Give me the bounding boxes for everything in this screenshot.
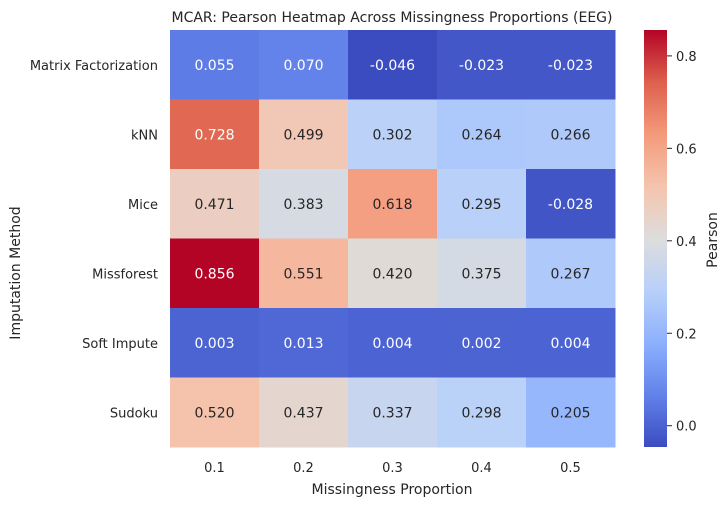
heatmap-cell (526, 169, 616, 239)
heatmap-cell (259, 99, 349, 170)
heatmap-cell (259, 30, 349, 100)
cell-value-label: 0.004 (550, 336, 590, 352)
heatmap-cell-labels: 0.055 0.070 -0.046 -0.023 -0.023 0.728 0.499 0.… (194, 58, 593, 422)
colorbar-tick-label: 0.2 (676, 327, 697, 342)
x-tick-label: 0.1 (204, 461, 225, 476)
cell-value-label: 0.004 (372, 336, 412, 352)
heatmap-cell (170, 169, 260, 239)
cell-value-label: -0.028 (548, 197, 593, 213)
heatmap-cell (526, 238, 616, 309)
cell-value-label: 0.471 (194, 197, 234, 213)
y-tick-label: Matrix Factorization (30, 59, 158, 74)
cell-value-label: -0.046 (370, 58, 415, 74)
cell-value-label: 0.383 (283, 197, 323, 213)
cell-value-label: 0.856 (194, 266, 234, 282)
colorbar-ticks: 0.0 0.2 0.4 0.6 0.8 (667, 50, 697, 435)
heatmap-cell (170, 30, 260, 100)
cell-value-label: 0.264 (461, 127, 501, 143)
heatmap-cell (259, 308, 349, 378)
colorbar-tick-label: 0.6 (676, 142, 697, 157)
cell-value-label: 0.499 (283, 127, 323, 143)
cell-value-label: 0.003 (194, 336, 234, 352)
y-tick-label: Soft Impute (82, 337, 158, 352)
heatmap-cell (437, 169, 527, 239)
x-axis-label: Missingness Proportion (312, 482, 473, 498)
cell-value-label: 0.267 (550, 266, 590, 282)
cell-value-label: 0.002 (461, 336, 501, 352)
x-tick-label: 0.3 (382, 461, 403, 476)
cell-value-label: 0.437 (283, 405, 323, 421)
cell-value-label: 0.420 (372, 266, 412, 282)
heatmap-cell (526, 99, 616, 170)
heatmap-cell (259, 169, 349, 239)
cell-value-label: -0.023 (459, 58, 504, 74)
colorbar-label: Pearson (705, 212, 721, 268)
cell-value-label: 0.055 (194, 58, 234, 74)
x-tick-label: 0.4 (471, 461, 492, 476)
heatmap-cell (348, 99, 438, 170)
cell-value-label: 0.618 (372, 197, 412, 213)
colorbar (644, 30, 667, 447)
y-tick-label: Missforest (92, 267, 158, 282)
heatmap-cell (348, 308, 438, 378)
colorbar-tick-label: 0.4 (676, 235, 697, 250)
cell-value-label: 0.551 (283, 266, 323, 282)
cell-value-label: 0.337 (372, 405, 412, 421)
heatmap-cell (348, 169, 438, 239)
heatmap-cell (170, 99, 260, 170)
cell-value-label: 0.013 (283, 336, 323, 352)
heatmap-cell (437, 238, 527, 309)
heatmap-cell (437, 377, 527, 448)
colorbar-tick-label: 0.0 (676, 420, 697, 435)
y-axis-label: Imputation Method (8, 206, 24, 339)
x-tick-label: 0.5 (560, 461, 581, 476)
cell-value-label: 0.295 (461, 197, 501, 213)
y-tick-label: Sudoku (110, 406, 158, 421)
cell-value-label: 0.375 (461, 266, 501, 282)
heatmap-cell (526, 308, 616, 378)
heatmap-cell (437, 30, 527, 100)
heatmap-cell (526, 377, 616, 448)
heatmap-cell (526, 30, 616, 100)
x-tick-labels: 0.1 0.2 0.3 0.4 0.5 (204, 461, 581, 476)
cell-value-label: 0.266 (550, 127, 590, 143)
y-tick-label: Mice (128, 198, 158, 213)
heatmap-cell (348, 377, 438, 448)
cell-value-label: 0.070 (283, 58, 323, 74)
heatmap-cell (259, 377, 349, 448)
chart-title: MCAR: Pearson Heatmap Across Missingness… (172, 10, 613, 26)
cell-value-label: -0.023 (548, 58, 593, 74)
cell-value-label: 0.298 (461, 405, 501, 421)
y-tick-labels: Matrix Factorization kNN Mice Missforest Sof… (30, 59, 158, 422)
cell-value-label: 0.205 (550, 405, 590, 421)
cell-value-label: 0.302 (372, 127, 412, 143)
y-tick-label: kNN (131, 128, 158, 143)
heatmap-cell (437, 99, 527, 170)
heatmap-cell (170, 308, 260, 378)
heatmap-cell (259, 238, 349, 309)
cell-value-label: 0.520 (194, 405, 234, 421)
colorbar-tick-label: 0.8 (676, 50, 697, 65)
heatmap-cell (348, 30, 438, 100)
heatmap-cell (170, 377, 260, 448)
x-tick-label: 0.2 (293, 461, 314, 476)
cell-value-label: 0.728 (194, 127, 234, 143)
heatmap-cell (348, 238, 438, 309)
heatmap-cells (170, 30, 616, 448)
heatmap-cell (437, 308, 527, 378)
heatmap-cell (170, 238, 260, 309)
